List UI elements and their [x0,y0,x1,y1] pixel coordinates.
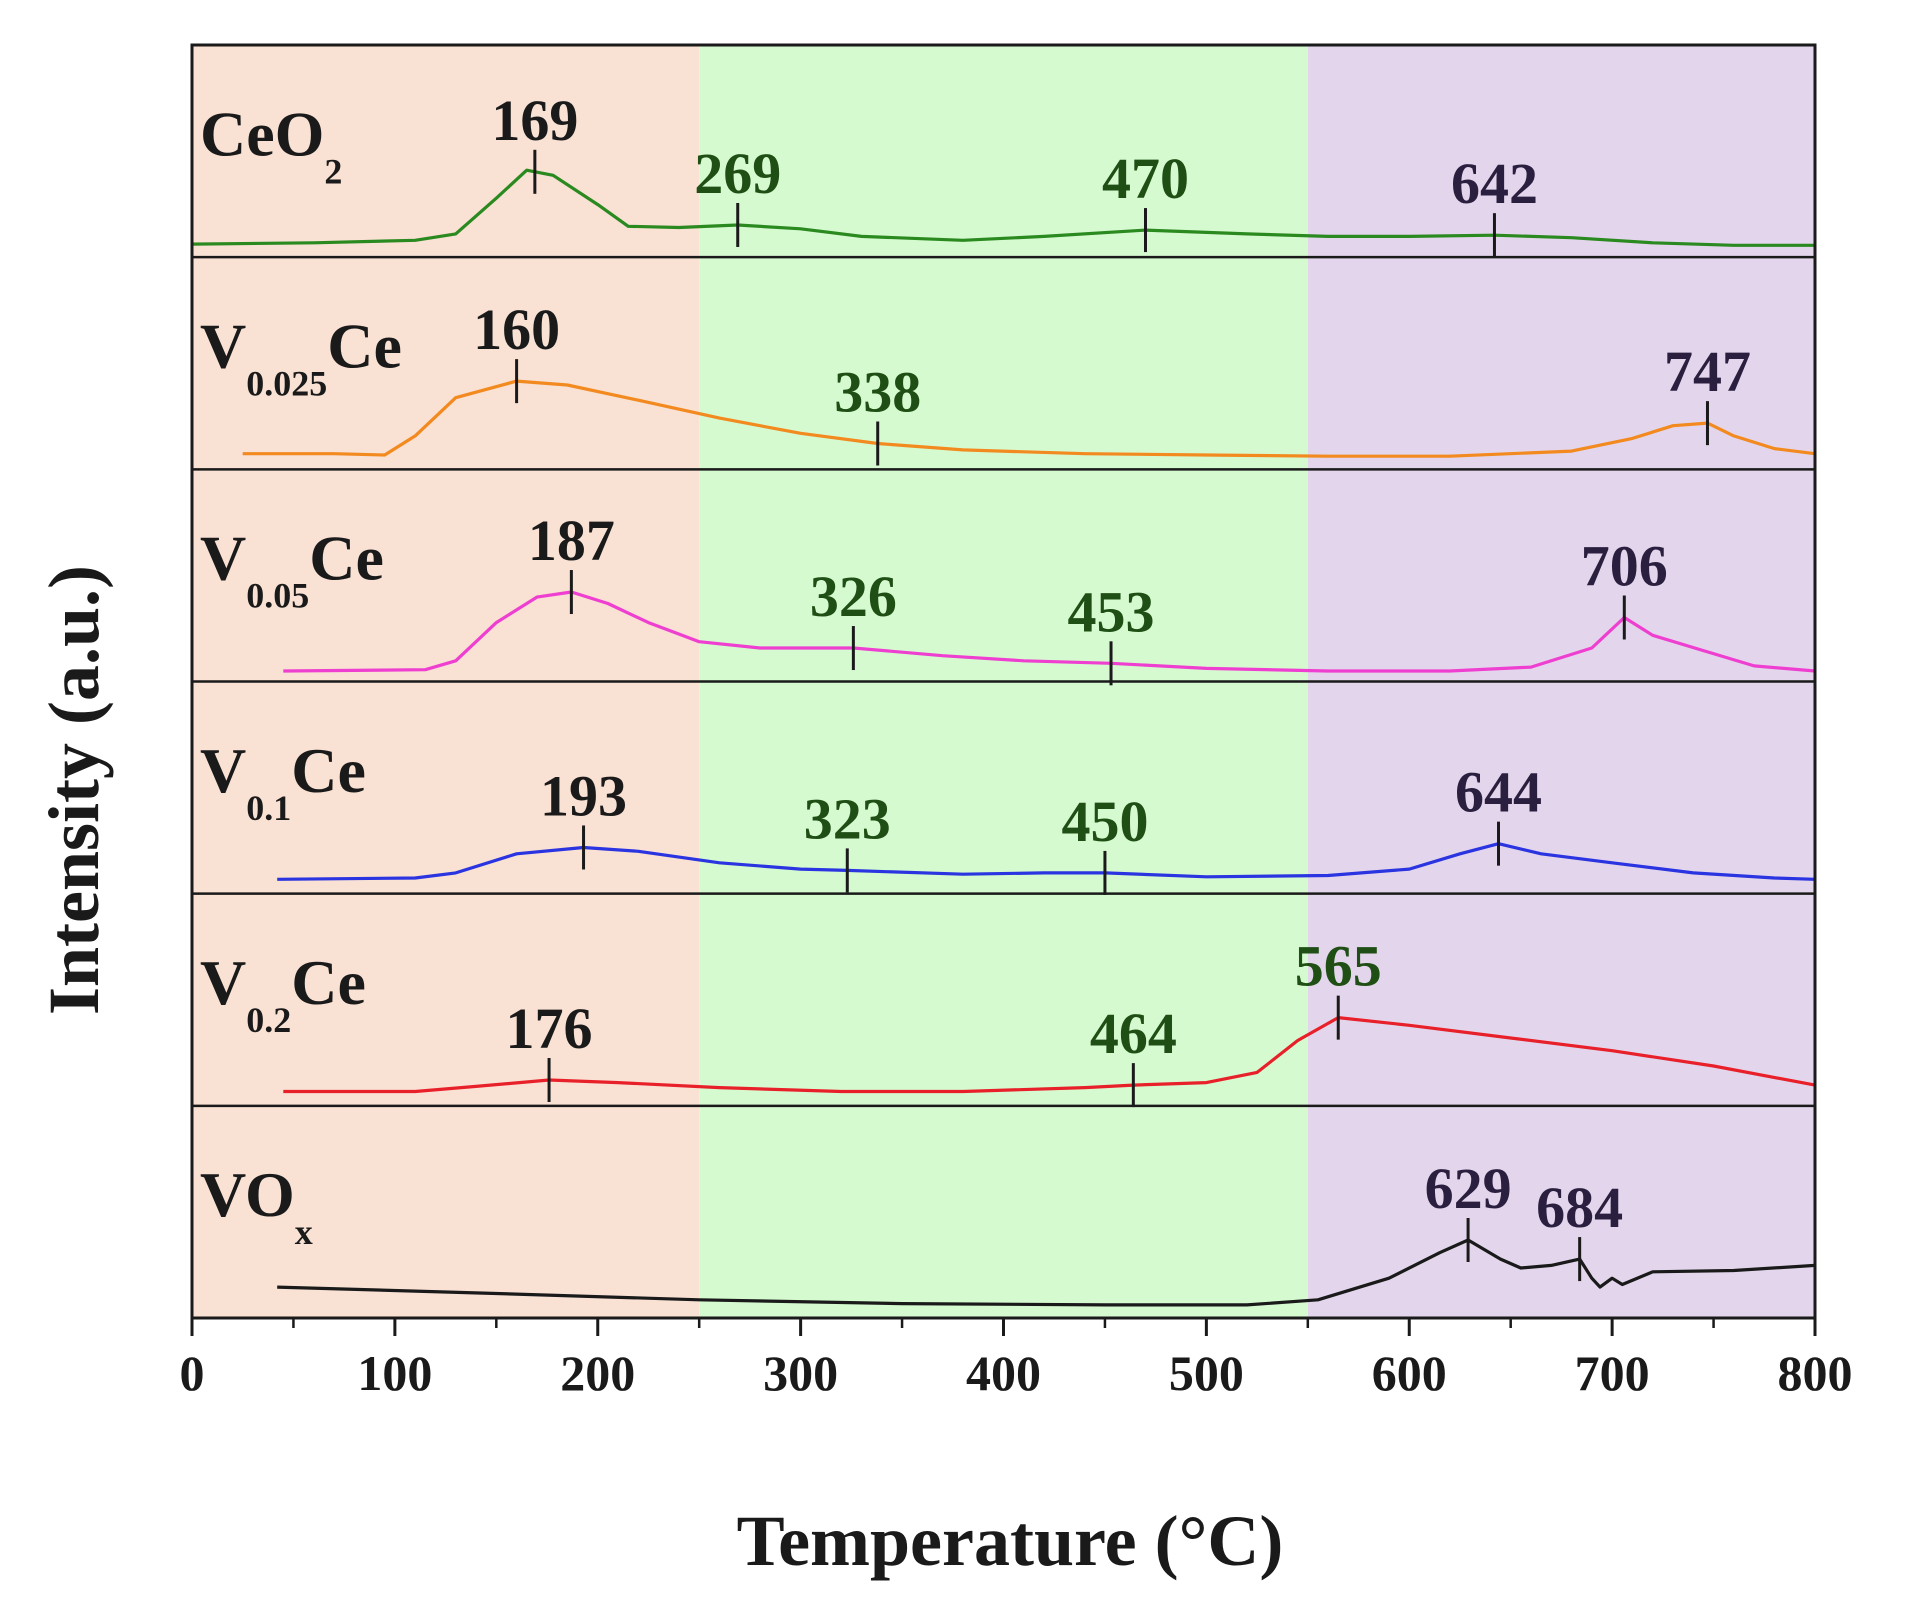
sample-label: CeO2 [200,98,342,191]
sample-label: V0.2Ce [200,947,366,1040]
sample-label: V0.025Ce [200,310,402,403]
peak-label: 464 [1090,1001,1177,1066]
peak-label: 684 [1536,1175,1623,1240]
peak-label: 747 [1664,339,1751,404]
peak-label: 176 [506,996,593,1061]
panel: VOx 629 684 [192,1104,1816,1307]
x-tick-label: 200 [560,1345,635,1401]
peak-label: 187 [528,508,615,573]
x-axis: 0 100 200 300 400 500 600 700 800 [180,1318,1853,1401]
panel: V0.2Ce 176 464 565 [192,892,1816,1108]
series-line [277,842,1816,881]
peak-label: 642 [1451,151,1538,216]
x-tick-label: 500 [1169,1345,1244,1401]
peak-label: 644 [1455,760,1542,825]
series-line [242,379,1816,458]
peak-label: 565 [1295,934,1382,999]
x-tick-label: 400 [966,1345,1041,1401]
peak-label: 470 [1102,146,1189,211]
peak-label: 160 [473,297,560,362]
peak-label: 326 [810,564,897,629]
peak-label: 338 [834,360,921,425]
series-line [277,1238,1816,1307]
x-axis-label: Temperature (°C) [737,1501,1284,1581]
sample-panels: CeO2 169 269 470 642 V0.025Ce 160 338 747 V0.05Ce… [191,88,1816,1307]
peak-label: 629 [1425,1156,1512,1221]
peak-label: 323 [804,786,891,851]
panel: V0.025Ce 160 338 747 [192,255,1816,466]
peak-label: 453 [1068,579,1155,644]
x-tick-label: 600 [1372,1345,1447,1401]
series-line [283,590,1816,673]
sample-label: V0.05Ce [200,523,384,616]
panel: CeO2 169 269 470 642 [191,88,1815,258]
sample-label: V0.1Ce [200,735,366,828]
x-tick-label: 300 [763,1345,838,1401]
x-tick-label: 800 [1778,1345,1853,1401]
x-tick-label: 100 [357,1345,432,1401]
x-tick-label: 0 [180,1345,205,1401]
panel: V0.1Ce 193 323 450 644 [192,680,1816,895]
y-axis-label: Intensity (a.u.) [34,565,114,1015]
peak-label: 269 [694,141,781,206]
x-tick-label: 700 [1575,1345,1650,1401]
peak-label: 706 [1581,533,1668,598]
sample-label: VOx [200,1159,313,1252]
peak-label: 169 [491,88,578,153]
peak-label: 450 [1061,789,1148,854]
panel: V0.05Ce 187 326 453 706 [192,468,1816,686]
peak-label: 193 [540,763,627,828]
series-line [191,168,1815,247]
